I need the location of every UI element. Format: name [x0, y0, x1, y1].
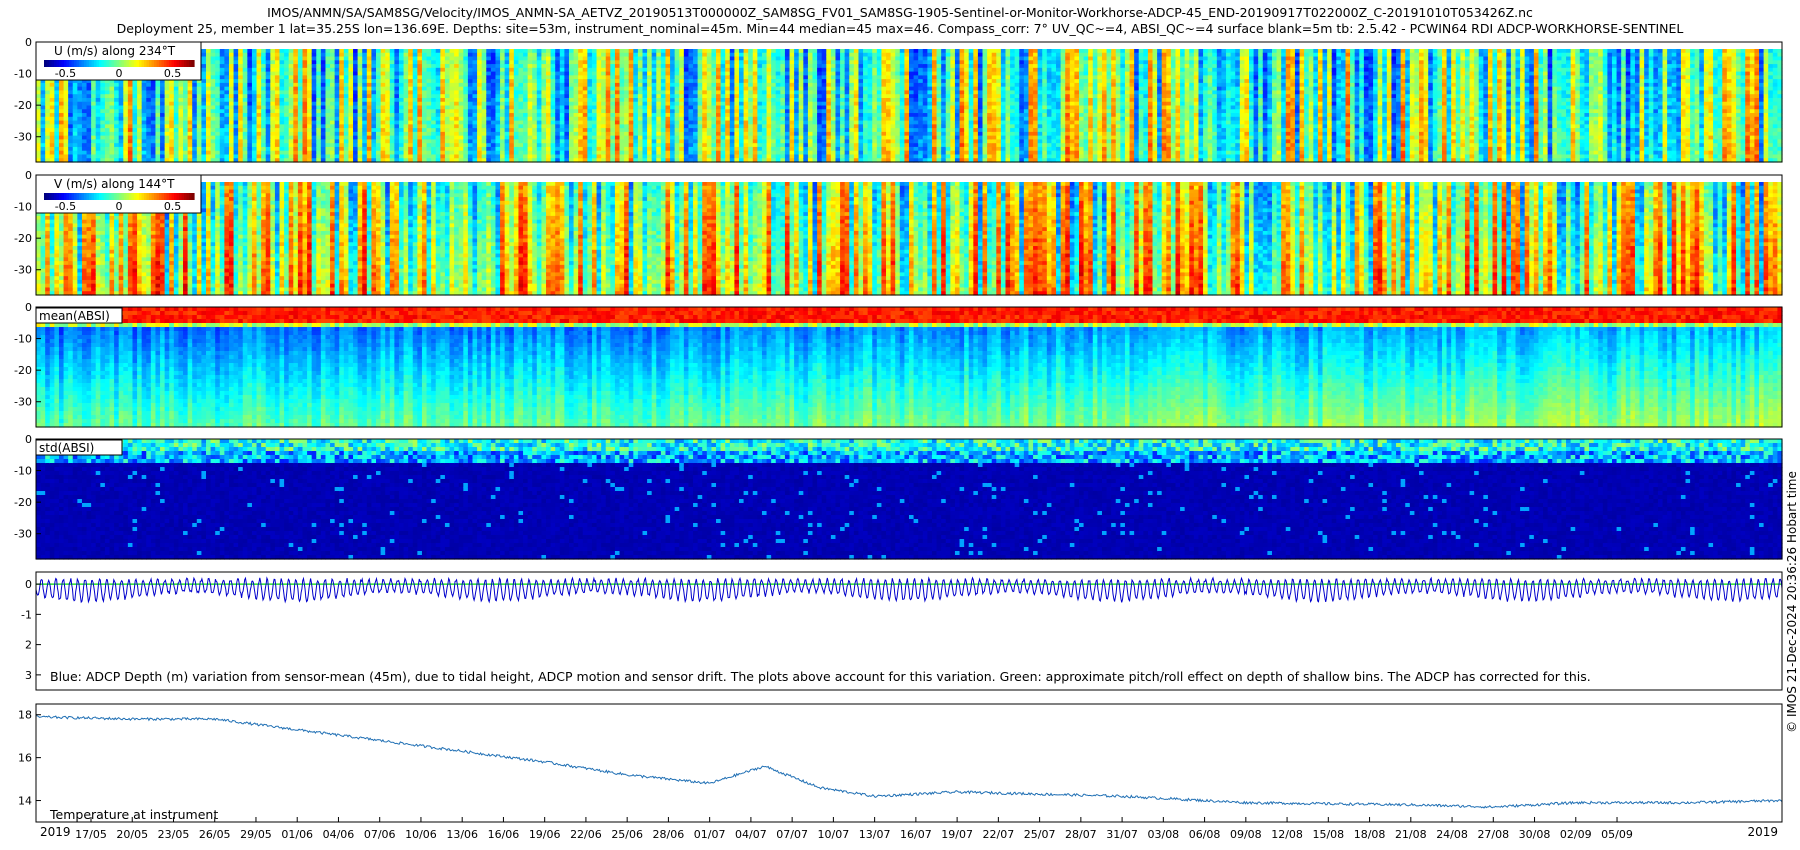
depth-series [36, 578, 1782, 603]
depth-plot [36, 578, 1782, 603]
x-tick-label: 22/07 [983, 828, 1015, 841]
v-colorbar-tick: 0.5 [164, 200, 182, 213]
x-tick-label: 01/06 [281, 828, 313, 841]
u-y-tick-label: 0 [25, 36, 32, 49]
v-y-tick-label: -20 [14, 232, 32, 245]
mean_absi-label-box: mean(ABSI) [36, 308, 122, 323]
u-heatmap [36, 49, 1783, 163]
x-tick-label: 28/07 [1065, 828, 1097, 841]
x-tick-label: 10/07 [818, 828, 850, 841]
x-tick-label: 22/06 [570, 828, 602, 841]
v-colorbar-tick: -0.5 [55, 200, 76, 213]
x-tick-label: 19/06 [529, 828, 561, 841]
temperature-series [36, 716, 1782, 808]
x-tick-label: 07/06 [364, 828, 396, 841]
std_absi-label: std(ABSI) [39, 441, 94, 455]
v-colorbar-legend: V (m/s) along 144°T -0.5 0 0.5 [36, 175, 201, 213]
x-tick-label: 12/08 [1271, 828, 1303, 841]
copyright-side-label: © IMOS 21-Dec-2024 20:36:26 Hobart time [1785, 471, 1799, 733]
x-tick-label: 29/05 [240, 828, 272, 841]
x-tick-label: 23/05 [158, 828, 190, 841]
v-y-tick-label: 0 [25, 169, 32, 182]
temperature-frame [36, 704, 1782, 822]
x-tick-label: 15/08 [1312, 828, 1344, 841]
x-tick-label: 20/05 [116, 828, 148, 841]
x-tick-label: 03/08 [1147, 828, 1179, 841]
u-y-tick-label: -20 [14, 99, 32, 112]
x-tick-label: 28/06 [653, 828, 685, 841]
depth-y-tick-label: -1 [21, 608, 32, 621]
x-tick-label: 09/08 [1230, 828, 1262, 841]
v-colorbar-tick: 0 [116, 200, 123, 213]
depth-y-tick-label: 2 [25, 639, 32, 652]
mean_absi-y-tick-label: 0 [25, 301, 32, 314]
x-tick-label: 04/07 [735, 828, 767, 841]
x-tick-label: 02/09 [1560, 828, 1592, 841]
x-tick-label: 21/08 [1395, 828, 1427, 841]
x-tick-label: 13/06 [446, 828, 478, 841]
temperature-plot [36, 716, 1782, 808]
temperature-y-tick-label: 14 [18, 795, 32, 808]
std_absi-heatmap [36, 439, 1783, 560]
x-tick-label: 10/06 [405, 828, 437, 841]
x-tick-label: 16/06 [488, 828, 520, 841]
x-tick-label: 26/05 [199, 828, 231, 841]
std_absi-y-tick-label: -30 [14, 528, 32, 541]
temperature-annotation: Temperature at instrument [49, 807, 218, 822]
x-tick-label: 18/08 [1354, 828, 1386, 841]
x-tick-label: 17/05 [75, 828, 107, 841]
depth-y-tick-label: 0 [25, 578, 32, 591]
depth-y-tick-label: 3 [25, 669, 32, 682]
temperature-y-tick-label: 16 [18, 752, 32, 765]
std_absi-label-box: std(ABSI) [36, 440, 122, 455]
u-y-tick-label: -10 [14, 68, 32, 81]
x-tick-label: 05/09 [1601, 828, 1633, 841]
mean_absi-y-tick-label: -20 [14, 364, 32, 377]
v-y-tick-label: -30 [14, 264, 32, 277]
x-tick-label: 24/08 [1436, 828, 1468, 841]
x-tick-label: 01/07 [694, 828, 726, 841]
x-tick-label: 31/07 [1106, 828, 1138, 841]
mean_absi-y-tick-label: -30 [14, 396, 32, 409]
temperature-y-tick-label: 18 [18, 709, 32, 722]
std_absi-y-tick-label: 0 [25, 433, 32, 446]
x-tick-label: 27/08 [1477, 828, 1509, 841]
mean_absi-y-tick-label: -10 [14, 333, 32, 346]
figure-canvas: 0-10-20-300-10-20-300-10-20-300-10-20-30… [0, 0, 1800, 850]
x-tick-label: 25/07 [1024, 828, 1056, 841]
v-y-tick-label: -10 [14, 201, 32, 214]
mean_absi-heatmap [36, 307, 1783, 428]
u-colorbar-legend: U (m/s) along 234°T -0.5 0 0.5 [36, 42, 201, 80]
v-heatmap [36, 182, 1783, 296]
x-axis-end-year: 2019 [1747, 825, 1778, 839]
u-colorbar-tick: -0.5 [55, 67, 76, 80]
x-tick-label: 30/08 [1519, 828, 1551, 841]
x-axis-start-year: 2019 [40, 825, 71, 839]
x-tick-label: 04/06 [323, 828, 355, 841]
x-tick-label: 07/07 [776, 828, 808, 841]
u-colorbar-tick: 0 [116, 67, 123, 80]
x-tick-label: 19/07 [941, 828, 973, 841]
u-colorbar-label: U (m/s) along 234°T [54, 44, 176, 58]
std_absi-y-tick-label: -20 [14, 496, 32, 509]
v-colorbar-label: V (m/s) along 144°T [54, 177, 175, 191]
u-colorbar-tick: 0.5 [164, 67, 182, 80]
std_absi-y-tick-label: -10 [14, 465, 32, 478]
x-tick-label: 13/07 [859, 828, 891, 841]
x-tick-label: 16/07 [900, 828, 932, 841]
u-y-tick-label: -30 [14, 131, 32, 144]
mean_absi-label: mean(ABSI) [39, 309, 110, 323]
depth-annotation: Blue: ADCP Depth (m) variation from sens… [50, 669, 1591, 684]
x-tick-label: 06/08 [1189, 828, 1221, 841]
x-tick-label: 25/06 [611, 828, 643, 841]
